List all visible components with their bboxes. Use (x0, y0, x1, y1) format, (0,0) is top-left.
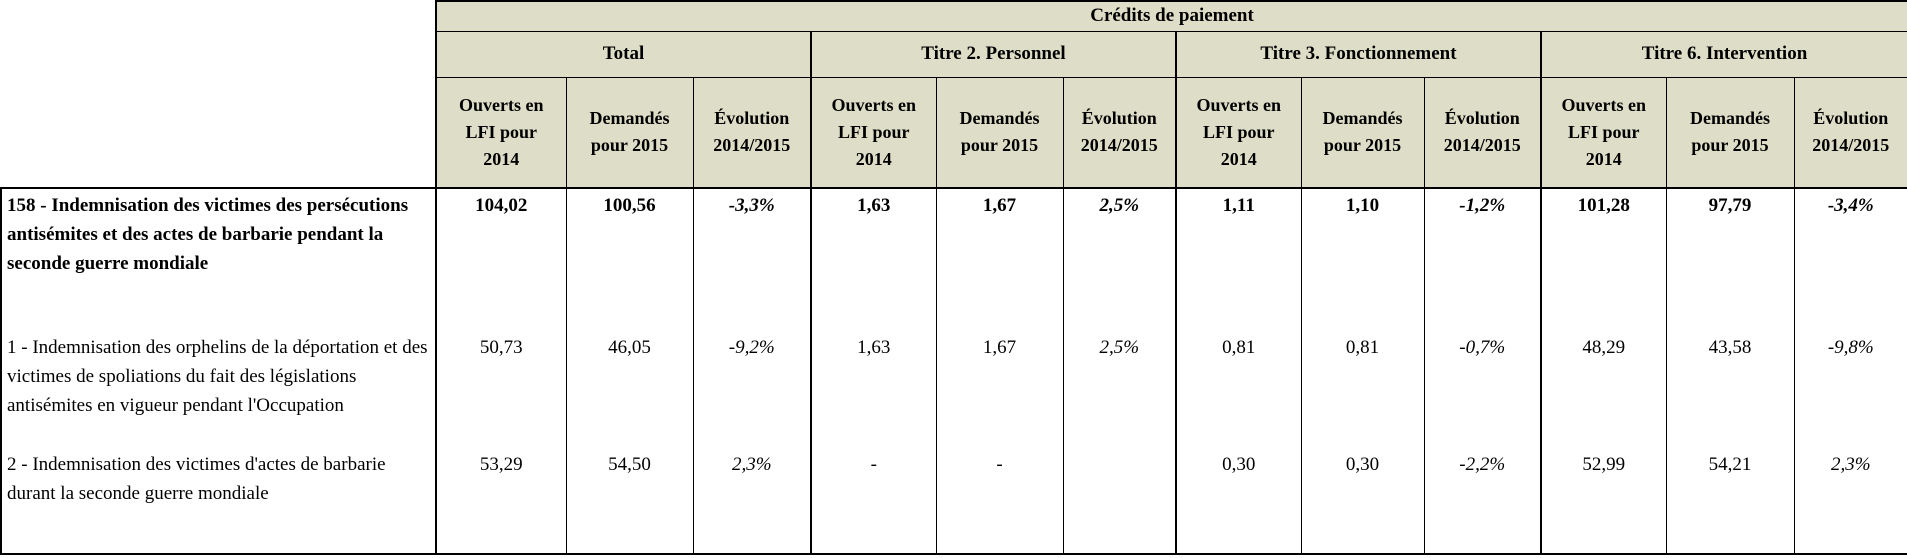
value-cell: 0,30 (1175, 448, 1301, 555)
sub-header-11: Demandés pour 2015 (1665, 76, 1795, 189)
value-cell: 0,81 (1175, 331, 1301, 448)
value-cell: 46,05 (565, 331, 693, 448)
value-cell: 1,10 (1300, 187, 1424, 331)
value-cell: 97,79 (1665, 187, 1794, 331)
row-label: 2 - Indemnisation des victimes d'actes d… (0, 448, 436, 555)
sub-header-1: Ouverts en LFI pour 2014 (435, 76, 567, 189)
sub-header-9: Évolution 2014/2015 (1423, 76, 1542, 189)
value-cell: 1,67 (935, 187, 1063, 331)
value-cell: -2,2% (1423, 448, 1541, 555)
value-cell: -0,7% (1423, 331, 1541, 448)
value-cell: 1,67 (935, 331, 1063, 448)
row-label: 1 - Indemnisation des orphelins de la dé… (0, 331, 436, 448)
value-cell: - (810, 448, 936, 555)
value-cell: 54,21 (1665, 448, 1794, 555)
table-title: Crédits de paiement (434, 0, 1907, 32)
empty-corner (1, 1, 436, 188)
value-cell: 100,56 (565, 187, 693, 331)
group-header-1: Total (435, 30, 812, 78)
value-cell: -1,2% (1423, 187, 1541, 331)
value-cell: 2,3% (692, 448, 811, 555)
value-cell: 104,02 (435, 187, 566, 331)
value-cell: 48,29 (1540, 331, 1666, 448)
value-cell: 1,63 (810, 187, 936, 331)
value-cell: 101,28 (1540, 187, 1666, 331)
sub-header-8: Demandés pour 2015 (1300, 76, 1425, 189)
value-cell: 43,58 (1665, 331, 1794, 448)
value-cell: 1,63 (810, 331, 936, 448)
sub-header-5: Demandés pour 2015 (935, 76, 1064, 189)
value-cell: 52,99 (1540, 448, 1666, 555)
sub-header-4: Ouverts en LFI pour 2014 (810, 76, 937, 189)
group-header-2: Titre 2. Personnel (810, 30, 1177, 78)
value-cell: -9,8% (1793, 331, 1907, 448)
value-cell (1062, 448, 1176, 555)
value-cell: 0,81 (1300, 331, 1424, 448)
value-cell: -9,2% (692, 331, 811, 448)
value-cell: 50,73 (435, 331, 566, 448)
value-cell: 2,5% (1062, 331, 1176, 448)
group-header-4: Titre 6. Intervention (1539, 30, 1907, 78)
value-cell: -3,3% (692, 187, 811, 331)
table-row: 2 - Indemnisation des victimes d'actes d… (0, 448, 1907, 555)
sub-header-6: Évolution 2014/2015 (1062, 76, 1177, 189)
row-label: 158 - Indemnisation des victimes des per… (0, 187, 436, 331)
group-header-3: Titre 3. Fonctionnement (1175, 30, 1542, 78)
sub-header-12: Évolution 2014/2015 (1793, 76, 1907, 189)
value-cell: 1,11 (1175, 187, 1301, 331)
table-row: 1 - Indemnisation des orphelins de la dé… (0, 331, 1907, 448)
sub-header-7: Ouverts en LFI pour 2014 (1175, 76, 1302, 189)
sub-header-10: Ouverts en LFI pour 2014 (1540, 76, 1667, 189)
table-row: 158 - Indemnisation des victimes des per… (0, 187, 1907, 331)
sub-header-2: Demandés pour 2015 (565, 76, 694, 189)
value-cell: 0,30 (1300, 448, 1424, 555)
value-cell: 2,5% (1062, 187, 1176, 331)
value-cell: 54,50 (565, 448, 693, 555)
value-cell: 2,3% (1793, 448, 1907, 555)
value-cell: 53,29 (435, 448, 566, 555)
value-cell: - (935, 448, 1063, 555)
value-cell: -3,4% (1793, 187, 1907, 331)
sub-header-3: Évolution 2014/2015 (692, 76, 812, 189)
